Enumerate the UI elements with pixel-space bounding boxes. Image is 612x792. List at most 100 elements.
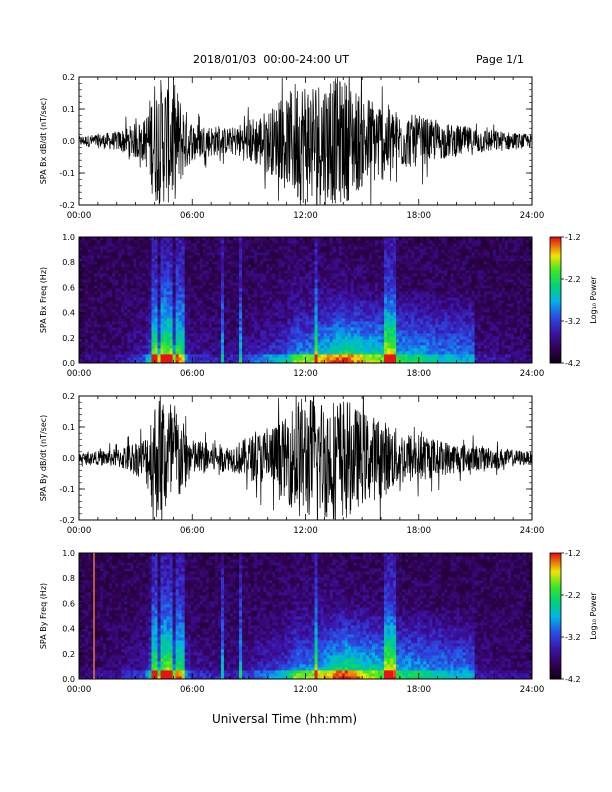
spectrogram-cell xyxy=(414,258,418,262)
spectrogram-cell xyxy=(245,318,249,322)
spectrogram-cell xyxy=(272,267,276,271)
spectrogram-cell xyxy=(226,315,231,319)
spectrogram-cell xyxy=(269,318,273,322)
spectrogram-cell xyxy=(97,357,101,361)
spectrogram-cell xyxy=(193,336,198,340)
spectrogram-cell xyxy=(269,276,273,280)
spectrogram-cell xyxy=(387,327,391,331)
spectrogram-cell xyxy=(281,288,285,292)
spectrogram-cell xyxy=(381,300,385,304)
spectrogram-cell xyxy=(377,327,382,331)
spectrogram-cell xyxy=(293,258,297,262)
spectrogram-cell xyxy=(257,288,261,292)
spectrogram-cell xyxy=(190,246,195,250)
spectrogram-cell xyxy=(166,240,170,244)
spectrogram-cell xyxy=(323,354,328,358)
spectrogram-cell xyxy=(381,285,385,289)
spectrogram-cell xyxy=(368,264,373,268)
spectrogram-cell xyxy=(190,243,195,247)
spectrogram-cell xyxy=(187,279,192,283)
spectrogram-cell xyxy=(214,297,219,301)
spectrogram-cell xyxy=(275,240,279,244)
spectrogram-cell xyxy=(175,240,180,244)
spectrogram-cell xyxy=(214,294,219,298)
spectrogram-cell xyxy=(163,285,167,289)
spectrogram-cell xyxy=(166,282,170,286)
spectrogram-cell xyxy=(97,276,101,280)
spectrogram-cell xyxy=(320,282,325,286)
spectrogram-cell xyxy=(166,300,170,304)
spectrogram-cell xyxy=(275,324,279,328)
spectrogram-cell xyxy=(332,321,337,325)
spectrogram-cell xyxy=(347,270,352,274)
spectrogram-cell xyxy=(202,249,207,253)
spectrogram-cell xyxy=(211,261,216,265)
spectrogram-cell xyxy=(368,306,373,310)
spectrogram-cell xyxy=(202,345,207,349)
spectrogram-cell xyxy=(130,330,134,334)
spectrogram-cell xyxy=(97,255,101,259)
spectrogram-cell xyxy=(181,288,186,292)
spectrogram-cell xyxy=(266,357,270,361)
spectrogram-cell xyxy=(154,339,158,343)
spectrogram-cell xyxy=(181,318,186,322)
spectrogram-cell xyxy=(145,285,149,289)
spectrogram-cell xyxy=(275,261,279,265)
spectrogram-cell xyxy=(426,300,430,304)
spectrogram-cell xyxy=(115,270,119,274)
spectrogram-cell xyxy=(217,321,222,325)
spectrogram-cell xyxy=(245,291,249,295)
spectrogram-cell xyxy=(377,267,382,271)
spectrogram-cell xyxy=(121,348,125,352)
spectrogram-cell xyxy=(181,264,186,268)
spectrogram-cell xyxy=(88,276,92,280)
spectrogram-cell xyxy=(133,303,137,307)
spectrogram-cell xyxy=(368,318,373,322)
spectrogram-cell xyxy=(402,258,406,262)
spectrogram-cell xyxy=(181,327,186,331)
spectrogram-cell xyxy=(127,318,131,322)
spectrogram-cell xyxy=(100,309,104,313)
spectrogram-cell xyxy=(236,360,240,364)
spectrogram-cell xyxy=(257,309,261,313)
spectrogram-cell xyxy=(85,306,89,310)
spectrogram-cell xyxy=(287,255,291,259)
spectrogram-cell xyxy=(284,297,288,301)
spectrogram-cell xyxy=(79,273,83,277)
spectrogram-cell xyxy=(196,336,201,340)
spectrogram-cell xyxy=(220,312,225,316)
spectrogram-cell xyxy=(163,261,167,265)
spectrogram-cell xyxy=(217,303,222,307)
spectrogram-cell xyxy=(239,351,243,355)
spectrogram-cell xyxy=(163,264,167,268)
spectrogram-cell xyxy=(136,294,140,298)
spectrogram-cell xyxy=(103,237,107,241)
spectrogram-cell xyxy=(275,312,279,316)
spectrogram-cell xyxy=(196,306,201,310)
spectrogram-cell xyxy=(97,327,101,331)
spectrogram-cell xyxy=(287,351,291,355)
spectrogram-cell xyxy=(236,249,240,253)
spectrogram-cell xyxy=(230,288,234,292)
spectrogram-cell xyxy=(362,240,367,244)
spectrogram-cell xyxy=(420,342,424,346)
spectrogram-cell xyxy=(175,324,180,328)
spectrogram-cell xyxy=(275,342,279,346)
spectrogram-cell xyxy=(220,315,225,319)
spectrogram-cell xyxy=(220,285,225,289)
spectrogram-cell xyxy=(151,243,155,247)
spectrogram-cell xyxy=(91,300,95,304)
spectrogram-cell xyxy=(230,258,234,262)
spectrogram-cell xyxy=(338,300,343,304)
spectrogram-cell xyxy=(145,348,149,352)
spectrogram-cell xyxy=(172,315,177,319)
spectrogram-cell xyxy=(181,291,186,295)
spectrogram-cell xyxy=(341,252,346,256)
spectrogram-cell xyxy=(423,303,427,307)
spectrogram-cell xyxy=(85,237,89,241)
spectrogram-cell xyxy=(112,258,116,262)
spectrogram-cell xyxy=(332,330,337,334)
spectrogram-cell xyxy=(178,339,183,343)
spectrogram-cell xyxy=(190,258,195,262)
spectrogram-cell xyxy=(233,240,237,244)
